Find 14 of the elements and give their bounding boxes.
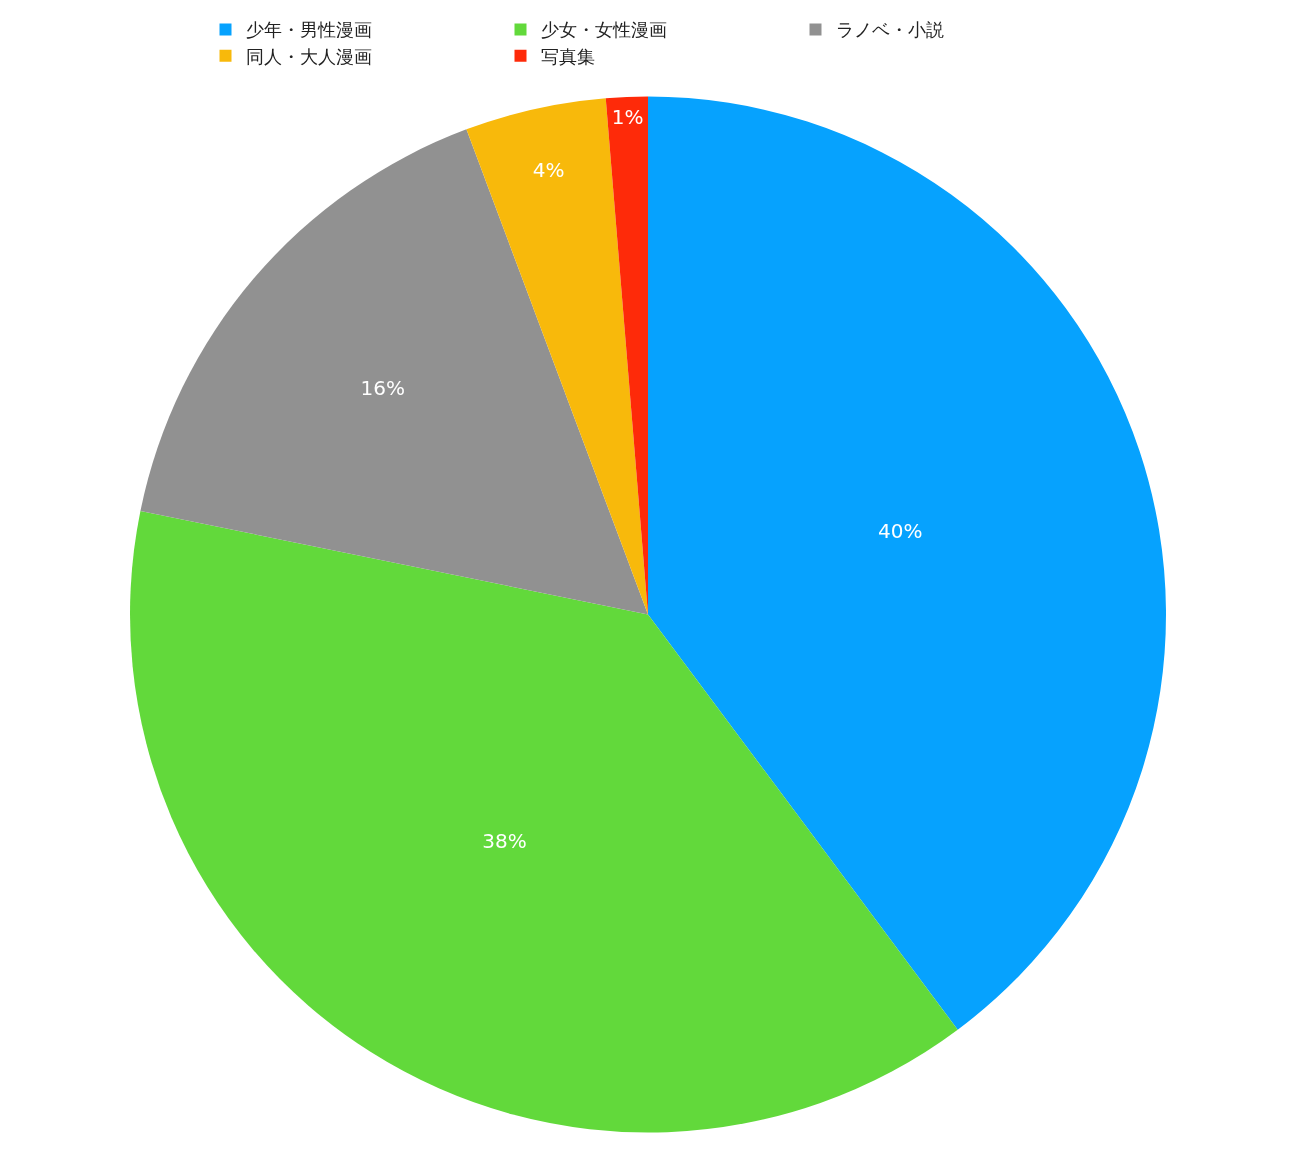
legend-label: 同人・大人漫画 — [245, 45, 372, 67]
pie-slice — [140, 129, 648, 615]
pie-slice — [466, 98, 648, 615]
pie-slice — [130, 511, 958, 1133]
data-label: 1% — [611, 105, 644, 130]
pie-slice — [648, 96, 1166, 1030]
legend-label: 少年・男性漫画 — [245, 19, 372, 41]
data-label: 38% — [482, 828, 527, 853]
data-label: 16% — [360, 375, 405, 400]
legend-label: 少女・女性漫画 — [540, 19, 667, 41]
data-label: 40% — [878, 518, 923, 543]
data-label: 4% — [532, 158, 565, 183]
legend-label: ラノベ・小説 — [835, 19, 944, 41]
legend-label: 写真集 — [540, 45, 595, 67]
